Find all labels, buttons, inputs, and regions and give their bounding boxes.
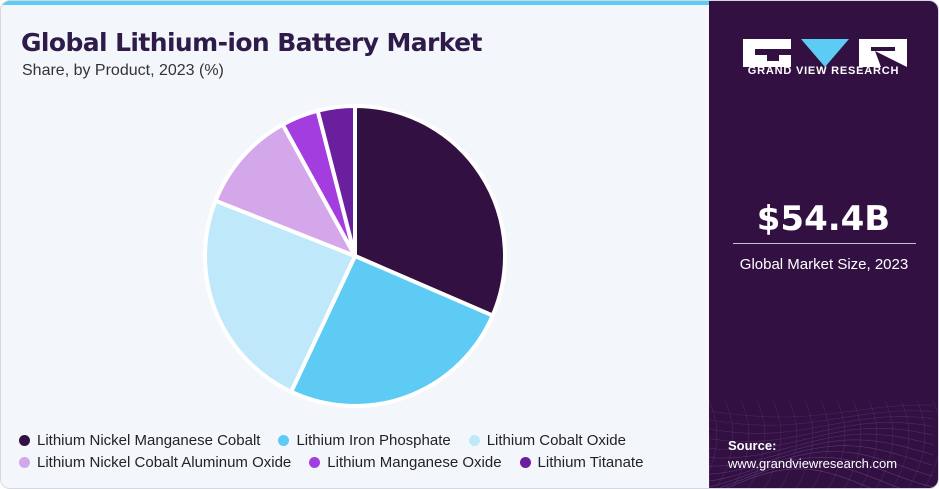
legend-label: Lithium Nickel Manganese Cobalt [37,431,261,449]
pie-slice-lithium-titanate [315,104,357,258]
wave-line [796,400,814,488]
wave-line [908,400,926,488]
legend-item: Lithium Nickel Cobalt Aluminum Oxide [19,454,291,471]
wave-line [716,400,734,488]
summary-panel: GRAND VIEW RESEARCH $54.4B Global Market… [709,1,938,488]
wave-line [812,400,830,488]
pie-chart [203,104,507,408]
wave-line [709,410,934,426]
wave-line [709,427,934,451]
legend-label: Lithium Iron Phosphate [296,431,451,449]
pie-slice-lithium-iron-phosphate [289,254,495,408]
source-label: Source: [728,438,777,453]
wave-line [924,400,938,488]
pie-slice-lithium-nickel-cobalt-aluminum-oxide [213,122,357,258]
chart-subtitle: Share, by Product, 2023 (%) [22,62,224,79]
wave-line [764,400,782,488]
legend-label: Lithium Manganese Oxide [327,453,502,471]
legend-label: Lithium Cobalt Oxide [486,431,626,449]
wave-line [748,400,766,488]
legend-swatch [309,456,321,468]
chart-panel: Global Lithium-ion Battery Market Share,… [1,1,709,488]
legend-swatch [468,434,480,446]
chart-title: Global Lithium-ion Battery Market [21,28,482,57]
legend-swatch [19,434,30,446]
wave-line [709,422,934,442]
wave-line [709,468,871,488]
wave-line [892,400,910,488]
legend-swatch [19,456,30,468]
legend-row: Lithium Nickel Manganese Cobalt Lithium I… [19,429,709,451]
legend-swatch [519,456,531,468]
divider [733,243,916,244]
wave-line [709,456,934,488]
brand-name: GRAND VIEW RESEARCH [747,65,900,77]
grand-view-research-logo [743,39,907,67]
wave-line [709,400,718,472]
market-size-label: Global Market Size, 2023 [739,256,909,273]
wave-line [709,433,934,459]
wave-line [709,404,934,418]
legend-item: Lithium Iron Phosphate [278,431,451,449]
wave-line [709,439,934,467]
market-size-value: $54.4B [756,199,891,239]
wave-line [876,400,894,488]
wave-line [828,400,846,488]
legend-label: Lithium Nickel Cobalt Aluminum Oxide [37,453,292,471]
legend-item: Lithium Cobalt Oxide [468,431,626,449]
wave-line [732,400,750,488]
legend-item: Lithium Manganese Oxide [309,453,502,471]
wave-line [780,400,798,488]
wave-line [709,445,934,475]
wave-line [860,400,878,488]
wave-line [709,416,934,434]
legend-label: Lithium Titanate [537,453,644,471]
wave-line [709,451,934,482]
wave-pattern-background [709,400,938,488]
legend-row: Lithium Nickel Cobalt Aluminum Oxide Lith… [19,451,709,473]
legend-item: Lithium Titanate [519,453,644,471]
source-url[interactable]: www.grandviewresearch.com [728,456,898,471]
chart-legend: Lithium Nickel Manganese Cobalt Lithium I… [19,429,709,473]
pie-slice-lithium-nickel-manganese-cobalt [353,104,507,318]
wave-line [844,400,862,488]
pie-slice-lithium-cobalt-oxide [203,198,357,394]
accent-bar [1,1,709,5]
legend-swatch [278,434,290,446]
legend-item: Lithium Nickel Manganese Cobalt [19,432,260,449]
wave-line [709,462,901,488]
